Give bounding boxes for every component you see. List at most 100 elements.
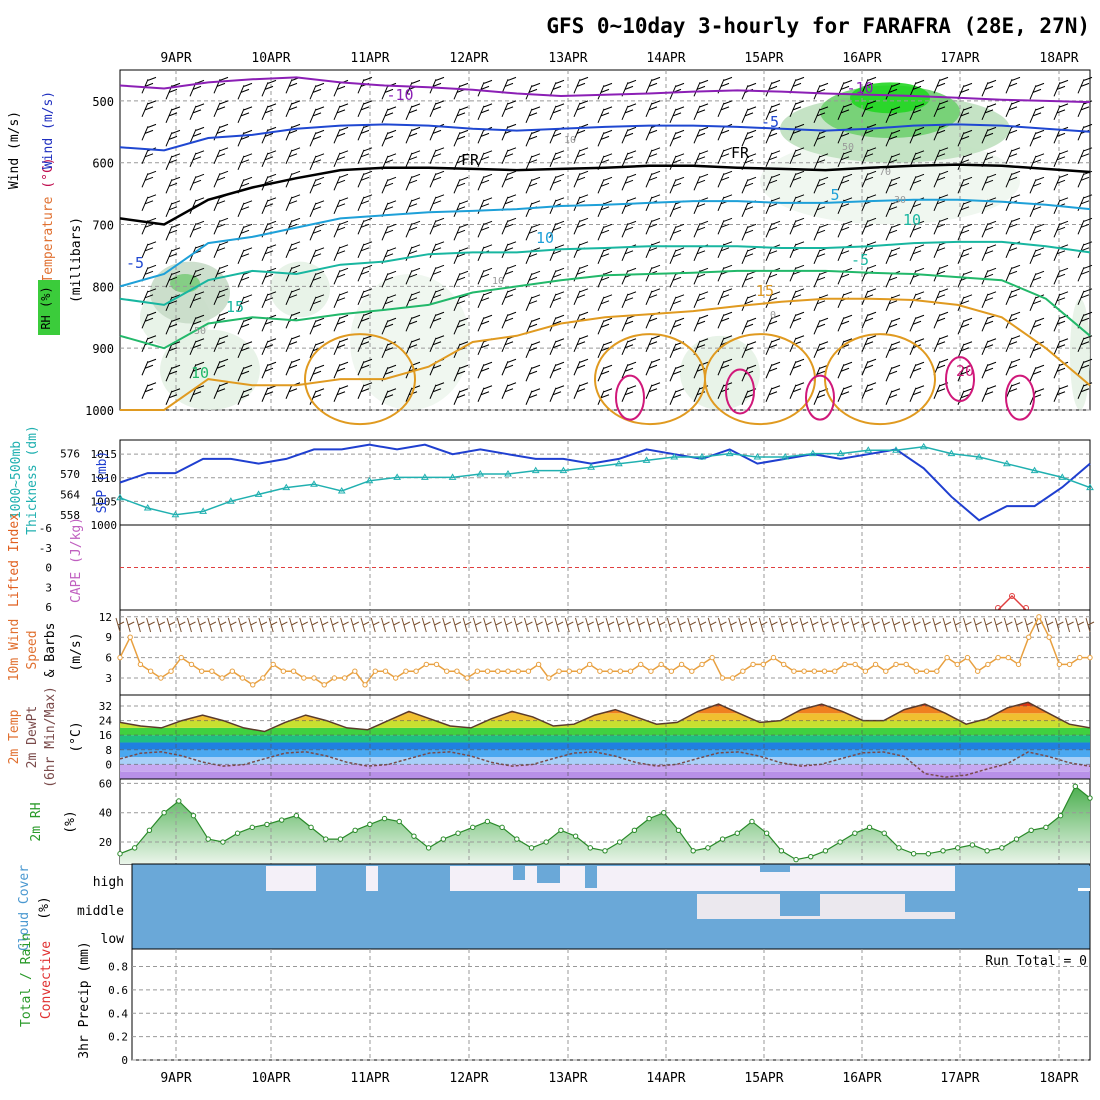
wind-barb xyxy=(837,385,853,402)
wind-barb xyxy=(309,153,325,171)
thickness-marker xyxy=(836,449,845,457)
wind-barb xyxy=(597,364,613,382)
li-tick-label: -6 xyxy=(39,522,52,535)
rh-marker xyxy=(543,839,549,845)
wind-barb xyxy=(1053,150,1069,168)
isotherm-line xyxy=(120,297,1091,411)
rh-area xyxy=(120,786,1090,864)
thickness-marker xyxy=(199,507,208,514)
wind-barb xyxy=(333,103,349,121)
contour-label: 15 xyxy=(226,298,244,316)
wind-speed-marker xyxy=(709,654,715,661)
thickness-marker xyxy=(1030,466,1039,474)
ylabel-total-rain-part: Total / Rain xyxy=(19,933,34,1027)
wind-barb xyxy=(909,314,925,332)
rh-tick-label: 20 xyxy=(99,836,112,849)
rh-marker xyxy=(470,824,476,831)
wind-barb xyxy=(333,267,349,285)
wind-barb xyxy=(238,617,247,633)
wind-barb xyxy=(1029,247,1045,264)
wind-speed-marker xyxy=(331,675,338,681)
wind-barb xyxy=(141,311,157,329)
wind-speed-marker xyxy=(178,654,184,661)
cloud-high-bar xyxy=(513,866,525,880)
wind-barb xyxy=(213,100,229,118)
wind-barb xyxy=(645,170,661,188)
cape-li-panel: -6 -3 0 3 6 xyxy=(39,522,1091,614)
thickness-marker xyxy=(365,476,374,484)
ylabel-thickness-2: Thickness (dm) xyxy=(25,425,40,535)
wind-barb xyxy=(765,314,781,332)
ylabel-lifted-index: Lifted Index xyxy=(7,513,22,607)
thickness-marker xyxy=(531,466,540,474)
wind-barb xyxy=(885,106,901,124)
isotherm-hot xyxy=(805,374,835,421)
wind-barb xyxy=(549,314,565,332)
rh-marker xyxy=(763,830,770,836)
temp-band xyxy=(120,757,1090,765)
thickness-marker xyxy=(448,473,457,480)
thickness-marker xyxy=(310,480,318,487)
wind-barb xyxy=(765,150,781,168)
wind-barb xyxy=(645,76,661,94)
ylabel-2m-dewpt: 2m DewPt xyxy=(25,706,40,769)
wind-barb xyxy=(1053,220,1069,238)
wind-barb xyxy=(933,100,949,118)
wind-barb xyxy=(717,100,733,118)
wind-speed-marker xyxy=(301,675,307,681)
y-tick-label: 700 xyxy=(92,219,114,233)
wind-speed-marker xyxy=(995,654,1001,661)
rh-shading xyxy=(160,329,260,410)
wind-barb xyxy=(186,617,196,633)
wind-barb xyxy=(693,150,709,168)
wind-barb xyxy=(165,200,181,218)
wind-barb xyxy=(309,82,325,100)
wind-barb xyxy=(1053,103,1069,121)
wind-barb xyxy=(1077,147,1093,165)
wind-barb xyxy=(501,100,517,118)
wind-barb xyxy=(981,173,997,191)
wind-speed-marker xyxy=(321,682,327,688)
thickness-marker xyxy=(559,466,568,474)
slp-tick-label: 1000 xyxy=(91,519,118,532)
cloud-middle-bar xyxy=(780,894,820,916)
wind-barb xyxy=(213,241,229,258)
wind-tick-label: 3 xyxy=(105,672,112,685)
wind-barb xyxy=(333,197,349,215)
rh-marker xyxy=(572,833,579,839)
wind-barb xyxy=(405,173,421,191)
wind-barb xyxy=(717,311,733,329)
wind-barb xyxy=(189,173,205,191)
wind-barb xyxy=(176,617,186,633)
wind-barb xyxy=(871,617,880,633)
isotherm-hot xyxy=(1005,374,1035,421)
wind-barb xyxy=(501,217,517,235)
wind-barb xyxy=(861,217,877,235)
wind-barb xyxy=(285,100,301,118)
wind-barb xyxy=(453,364,469,382)
wind-barb xyxy=(207,617,217,633)
wind-barb xyxy=(442,617,451,633)
wind-barb xyxy=(309,364,325,382)
wind-barb xyxy=(405,267,421,285)
wind-barb xyxy=(911,617,921,633)
wind-barb xyxy=(741,317,757,335)
wind-speed-marker xyxy=(944,654,950,661)
wind-speed-marker xyxy=(576,668,583,674)
wind-speed-marker xyxy=(433,661,440,668)
rh-contour-label: 10 xyxy=(564,135,576,146)
rh-marker xyxy=(616,839,623,845)
wind-barb xyxy=(850,617,860,633)
wind-barb xyxy=(501,76,517,94)
contour-label: 15 xyxy=(756,282,774,300)
thickness-marker xyxy=(642,456,651,463)
li-tick-label: 6 xyxy=(45,601,52,614)
wind-speed-marker xyxy=(985,661,991,668)
wind-barb xyxy=(285,194,301,212)
wind-barb xyxy=(333,314,349,332)
rh-marker xyxy=(367,821,373,828)
wind-barb xyxy=(933,147,949,165)
wind-barb xyxy=(381,388,397,405)
wind-barb xyxy=(501,358,517,376)
wind-barb xyxy=(837,220,853,238)
